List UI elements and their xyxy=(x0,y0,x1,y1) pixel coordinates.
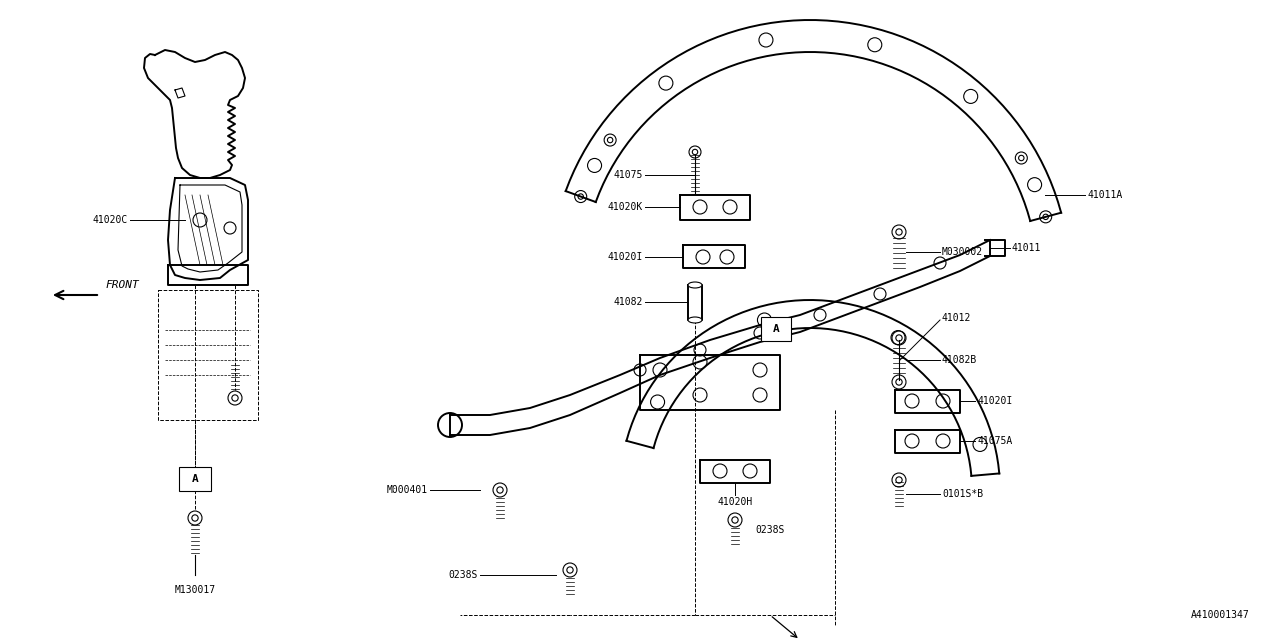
Text: 41075: 41075 xyxy=(613,170,643,180)
Ellipse shape xyxy=(689,282,701,288)
Ellipse shape xyxy=(689,317,701,323)
Text: 41075A: 41075A xyxy=(977,436,1012,446)
Text: A: A xyxy=(192,474,198,484)
FancyBboxPatch shape xyxy=(762,317,791,341)
Text: 41011A: 41011A xyxy=(1087,190,1123,200)
Text: 41011: 41011 xyxy=(1012,243,1042,253)
Text: 41012: 41012 xyxy=(942,313,972,323)
Text: M130017: M130017 xyxy=(174,585,215,595)
Text: 0238S: 0238S xyxy=(448,570,477,580)
Text: M000401: M000401 xyxy=(387,485,428,495)
Text: M030002: M030002 xyxy=(942,247,983,257)
Text: 41082: 41082 xyxy=(613,297,643,307)
Text: 0101S*B: 0101S*B xyxy=(942,489,983,499)
Text: 0238S: 0238S xyxy=(755,525,785,535)
Text: A410001347: A410001347 xyxy=(1192,610,1251,620)
FancyBboxPatch shape xyxy=(179,467,211,491)
Text: 41020I: 41020I xyxy=(977,396,1012,406)
Text: 41082B: 41082B xyxy=(942,355,977,365)
Text: 41020I: 41020I xyxy=(608,252,643,262)
Text: A: A xyxy=(773,324,780,334)
Text: 41020C: 41020C xyxy=(92,215,128,225)
Text: 41020K: 41020K xyxy=(608,202,643,212)
Text: 41020H: 41020H xyxy=(717,497,753,507)
Text: FRONT: FRONT xyxy=(105,280,138,290)
